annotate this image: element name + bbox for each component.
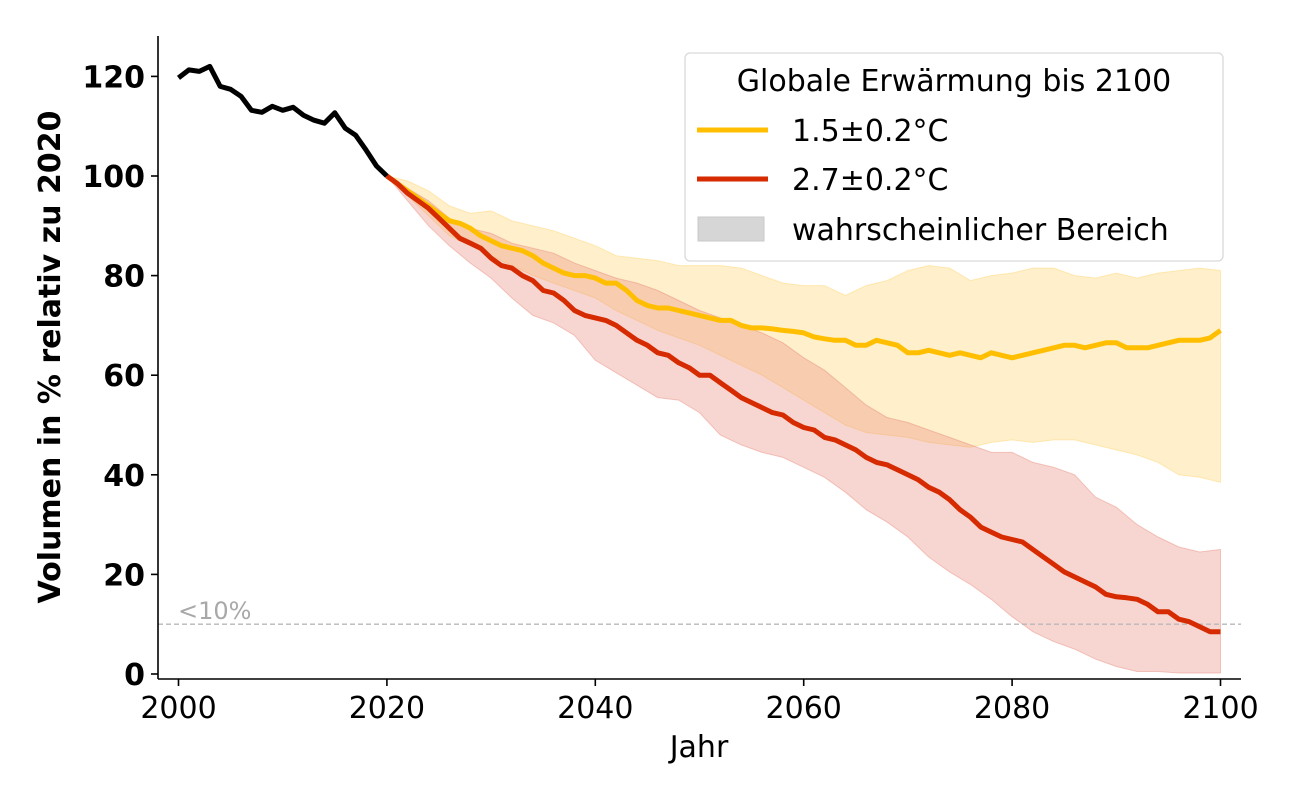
legend-label-likely-range: wahrscheinlicher Bereich [792, 213, 1169, 248]
x-tick-label: 2060 [766, 691, 842, 726]
y-tick-label: 40 [103, 459, 145, 494]
band-1-5-0-2-c [385, 175, 1221, 483]
legend-frame [684, 52, 1224, 262]
y-tick-label: 100 [82, 160, 145, 195]
line-1-5-0-2-c [385, 173, 1222, 361]
y-axis-label: Volumen in % relativ zu 2020 [33, 111, 68, 604]
x-tick-label: 2040 [557, 691, 633, 726]
x-tick-label: 2020 [349, 691, 425, 726]
band-2-7-0-2-c [386, 175, 1221, 674]
line-historical [176, 63, 389, 178]
y-tick-label: 20 [103, 558, 145, 593]
x-ticks: 2000 2020 2040 2060 2080 2100 [140, 679, 1259, 726]
uncertainty-bands [385, 175, 1221, 674]
y-tick-label: 120 [82, 60, 145, 95]
threshold-label: <10% [178, 597, 251, 625]
legend: Globale Erwärmung bis 2100 1.5±0.2°C 2.7… [684, 52, 1224, 262]
y-tick-label: 80 [103, 260, 145, 295]
x-tick-label: 2100 [1182, 691, 1258, 726]
legend-swatch-likely-range [697, 216, 765, 242]
x-axis-label: Jahr [668, 730, 729, 765]
y-ticks: 0 20 40 60 80 100 120 [82, 60, 158, 693]
legend-label-2-7c: 2.7±0.2°C [792, 163, 949, 198]
legend-title: Globale Erwärmung bis 2100 [737, 64, 1171, 99]
series-lines [176, 63, 1222, 635]
line-2-7-0-2-c [385, 173, 1221, 635]
y-tick-label: 60 [103, 359, 145, 394]
legend-label-1-5c: 1.5±0.2°C [792, 114, 949, 149]
y-tick-label: 0 [124, 658, 145, 693]
x-tick-label: 2080 [974, 691, 1050, 726]
x-tick-label: 2000 [140, 691, 216, 726]
